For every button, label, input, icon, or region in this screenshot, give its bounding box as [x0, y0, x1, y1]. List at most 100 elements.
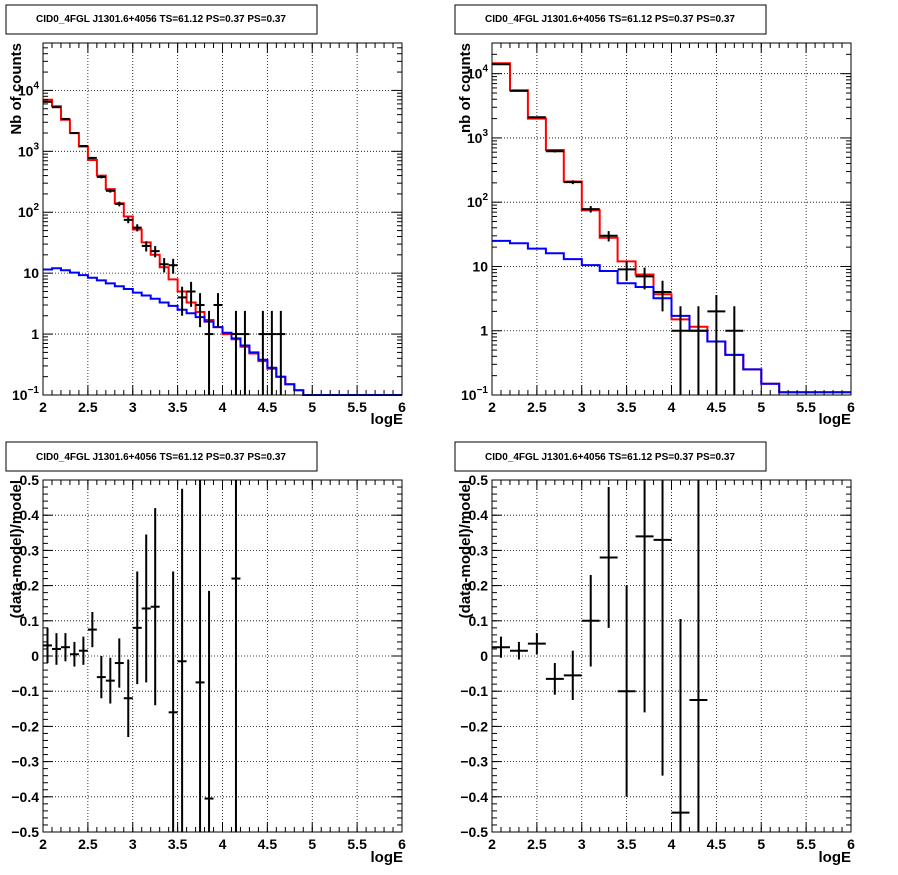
x-tick-label: 5.5 [796, 399, 816, 415]
plot-content [492, 480, 708, 832]
x-tick-label: 5.5 [347, 399, 367, 415]
chart-title: CID0_4FGL J1301.6+4056 TS=61.12 PS=0.37 … [485, 14, 735, 25]
y-tick-label: 0.4 [469, 507, 489, 523]
y-tick-label: 1 [480, 323, 488, 339]
y-tick-label: 0.5 [469, 472, 489, 488]
x-tick-label: 2.5 [527, 836, 547, 852]
chart-title: CID0_4FGL J1301.6+4056 TS=61.12 PS=0.37 … [36, 14, 286, 25]
residuals-left-panel: CID0_4FGL J1301.6+4056 TS=61.12 PS=0.37 … [5, 441, 406, 866]
y-tick-label: 0.3 [20, 542, 40, 558]
x-tick-label: 4.5 [707, 399, 727, 415]
y-tick-label: −0.5 [460, 824, 488, 840]
y-tick-label: −0.5 [11, 824, 39, 840]
y-tick-label: 0.2 [20, 578, 40, 594]
x-axis-title: logE [371, 849, 404, 866]
title-box [454, 441, 767, 472]
x-axis-title: logE [819, 849, 852, 866]
x-tick-label: 2 [488, 399, 496, 415]
y-tick-label: 10 [23, 265, 39, 281]
x-tick-label: 2 [488, 836, 496, 852]
x-tick-label: 4.5 [258, 399, 278, 415]
x-tick-label: 6 [398, 836, 406, 852]
x-tick-label: 2.5 [78, 836, 98, 852]
y-axis-ticks: −0.5 −0.4 −0.3 −0.2 −0.1 0 0.1 0.2 0.3 0.4 0.5 [460, 472, 851, 840]
x-axis-ticks: 2 2.5 3 3.5 4 4.5 5 5.5 6 [39, 480, 406, 852]
plot-content [43, 480, 241, 832]
x-tick-label: 4 [219, 399, 227, 415]
x-axis-ticks: 2 2.5 3 3.5 4 4.5 5 5.5 6 [488, 43, 855, 415]
x-tick-label: 2.5 [78, 399, 98, 415]
x-tick-label: 3.5 [617, 836, 637, 852]
plot-content [492, 62, 851, 395]
x-tick-label: 3.5 [168, 399, 188, 415]
y-tick-label: 0.5 [20, 472, 40, 488]
x-tick-label: 4 [668, 399, 676, 415]
x-tick-label: 5 [308, 399, 316, 415]
y-tick-exponent: 2 [33, 202, 39, 213]
y-tick-exponent: 3 [482, 128, 488, 139]
x-tick-label: 2.5 [527, 399, 547, 415]
x-tick-label: 3 [129, 399, 137, 415]
x-tick-label: 2 [39, 399, 47, 415]
x-tick-label: 5 [757, 399, 765, 415]
x-tick-label: 5.5 [347, 836, 367, 852]
chart-title: CID0_4FGL J1301.6+4056 TS=61.12 PS=0.37 … [485, 452, 735, 463]
residuals-right-panel: CID0_4FGL J1301.6+4056 TS=61.12 PS=0.37 … [454, 441, 855, 866]
y-tick-label: 10 [472, 258, 488, 274]
y-tick-label: −0.3 [11, 754, 39, 770]
x-axis-title: logE [819, 411, 852, 428]
y-tick-exponent: −1 [477, 385, 489, 396]
y-tick-label: 0 [31, 648, 39, 664]
y-tick-label: −0.1 [460, 683, 488, 699]
y-tick-label: 1 [31, 326, 39, 342]
y-axis-ticks: −0.5 −0.4 −0.3 −0.2 −0.1 0 0.1 0.2 0.3 0.4 0.5 [11, 472, 402, 840]
x-tick-label: 3 [578, 836, 586, 852]
x-axis-ticks: 2 2.5 3 3.5 4 4.5 5 5.5 6 [39, 43, 406, 415]
x-tick-label: 4 [219, 836, 227, 852]
y-tick-label: 0.1 [469, 613, 489, 629]
y-tick-label: −0.2 [460, 718, 488, 734]
y-tick-exponent: 2 [482, 192, 488, 203]
x-tick-label: 2 [39, 836, 47, 852]
x-tick-label: 6 [398, 399, 406, 415]
title-box [5, 4, 318, 35]
y-axis-title: Nb of counts [8, 43, 25, 135]
counts-right-panel: CID0_4FGL J1301.6+4056 TS=61.12 PS=0.37 … [454, 4, 855, 428]
counts-left-panel: CID0_4FGL J1301.6+4056 TS=61.12 PS=0.37 … [5, 4, 406, 428]
y-axis-title: nb of counts [457, 43, 474, 133]
x-tick-label: 4.5 [258, 836, 278, 852]
y-tick-label: −0.4 [11, 789, 39, 805]
y-tick-exponent: −1 [28, 385, 40, 396]
y-tick-label: 0.1 [20, 613, 40, 629]
y-tick-label: −0.3 [460, 754, 488, 770]
chart-title: CID0_4FGL J1301.6+4056 TS=61.12 PS=0.37 … [36, 452, 286, 463]
x-tick-label: 3.5 [617, 399, 637, 415]
y-tick-label: 0 [480, 648, 488, 664]
x-tick-label: 5 [308, 836, 316, 852]
y-axis-title: (data-model)/model [8, 480, 25, 618]
y-tick-label: −0.1 [11, 683, 39, 699]
x-tick-label: 4 [668, 836, 676, 852]
x-axis-title: logE [371, 411, 404, 428]
background-model-histogram [492, 239, 851, 394]
y-tick-label: −0.2 [11, 718, 39, 734]
y-tick-label: 0.3 [469, 542, 489, 558]
x-tick-label: 6 [847, 399, 855, 415]
x-tick-label: 6 [847, 836, 855, 852]
y-tick-label: 0.2 [469, 578, 489, 594]
y-tick-exponent: 4 [33, 80, 39, 91]
y-tick-label: 0.4 [20, 507, 40, 523]
title-box [454, 4, 767, 35]
y-tick-exponent: 4 [482, 64, 488, 75]
x-tick-label: 3 [129, 836, 137, 852]
x-tick-label: 3.5 [168, 836, 188, 852]
x-tick-label: 5.5 [796, 836, 816, 852]
x-tick-label: 3 [578, 399, 586, 415]
x-axis-ticks: 2 2.5 3 3.5 4 4.5 5 5.5 6 [488, 480, 855, 852]
x-tick-label: 5 [757, 836, 765, 852]
title-box [5, 441, 318, 472]
